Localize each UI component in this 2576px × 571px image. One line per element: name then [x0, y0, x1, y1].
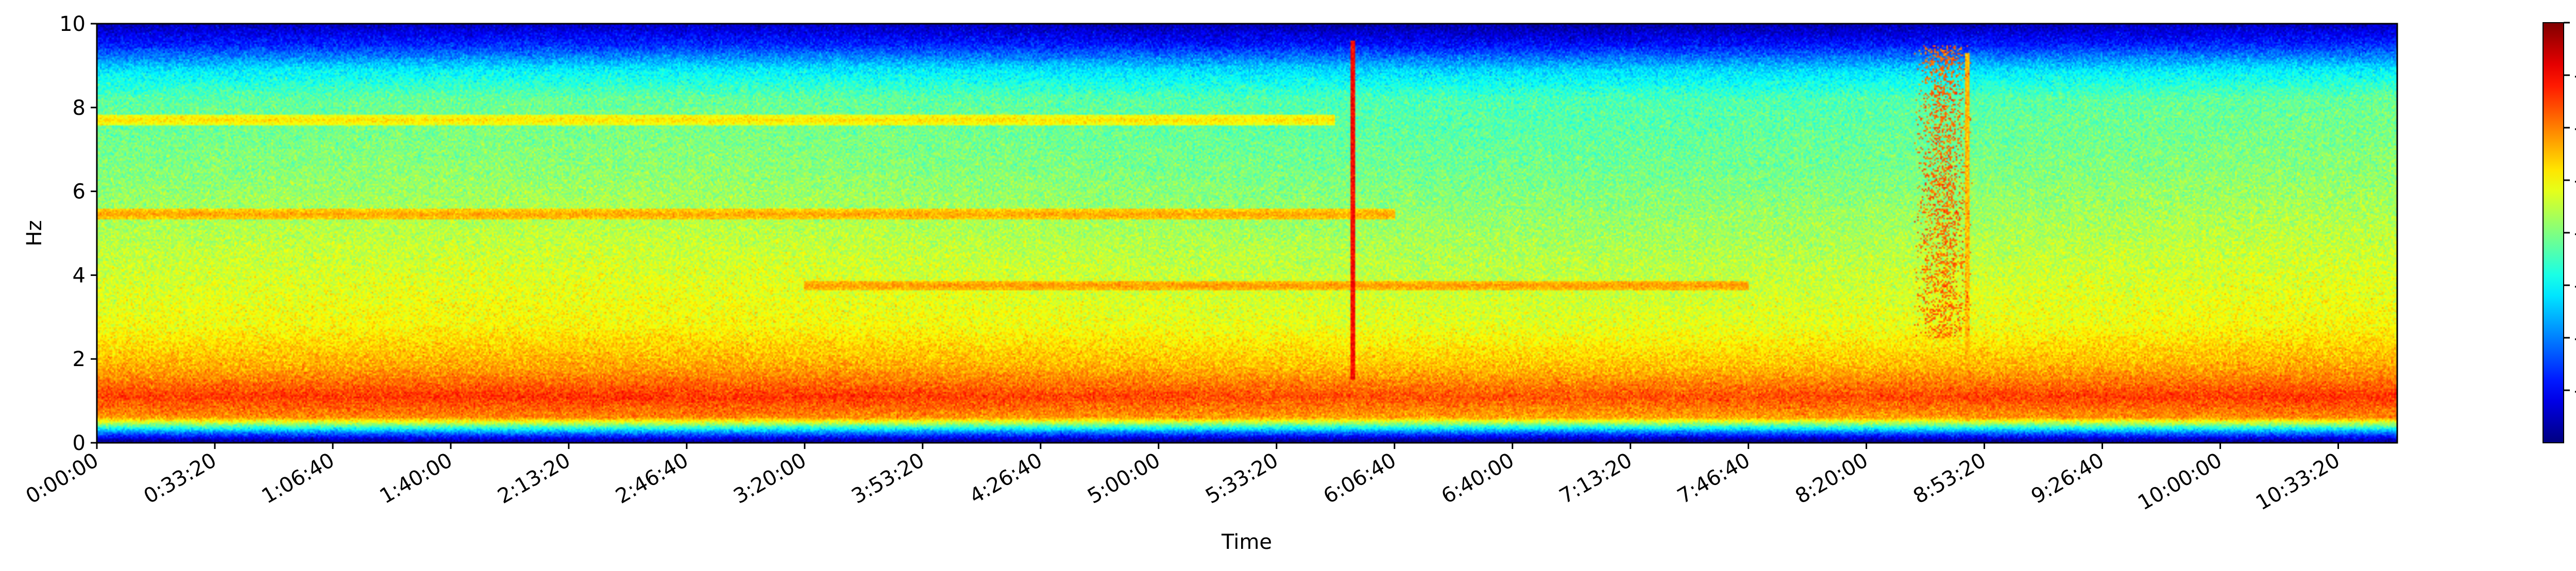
colorbar-ticks: +0 dB -10 dB -20 dB -30 dB -40 dB -50 dB -60 d…	[2564, 11, 2576, 403]
x-tick-label: 6:40:00	[1437, 448, 1518, 509]
colorbar-tick-label: -30 dB	[2574, 169, 2576, 193]
colorbar: +0 dB -10 dB -20 dB -30 dB -40 dB -50 dB -60 d…	[2543, 11, 2576, 443]
y-axis: 0 2 4 6 8 10	[59, 12, 97, 455]
spectrogram-heatmap	[97, 24, 2397, 443]
y-tick-label: 2	[73, 348, 86, 371]
plot-frame	[96, 23, 2398, 444]
x-tick-label: 2:13:20	[494, 448, 574, 509]
x-tick-label: 10:33:20	[2252, 448, 2344, 515]
y-tick-label: 10	[59, 12, 86, 36]
x-tick-label: 6:06:40	[1319, 448, 1400, 509]
colorbar-tick-label: -10 dB	[2574, 64, 2576, 88]
x-tick-label: 7:13:20	[1555, 448, 1636, 509]
x-tick-label: 3:53:20	[848, 448, 928, 509]
x-tick-label: 5:00:00	[1083, 448, 1164, 509]
x-tick-label: 1:40:00	[376, 448, 456, 509]
x-tick-label: 4:26:40	[965, 448, 1046, 509]
x-tick-label: 0:00:00	[22, 448, 103, 509]
x-tick-label: 10:00:00	[2134, 448, 2226, 515]
x-tick-label: 1:06:40	[258, 448, 338, 509]
y-tick-label: 8	[73, 96, 86, 120]
x-tick-label: 9:26:40	[2027, 448, 2108, 509]
x-tick-label: 0:33:20	[140, 448, 221, 509]
colorbar-tick-label: -60 dB	[2574, 326, 2576, 350]
y-axis-label: Hz	[23, 220, 46, 246]
x-tick-label: 8:20:00	[1791, 448, 1872, 509]
y-tick-label: 6	[73, 180, 86, 204]
colorbar-tick-label: -20 dB	[2574, 116, 2576, 140]
x-tick-label: 3:20:00	[730, 448, 810, 509]
x-tick-label: 2:46:40	[612, 448, 692, 509]
x-tick-label: 8:53:20	[1909, 448, 1990, 509]
x-tick-label: 7:46:40	[1673, 448, 1754, 509]
colorbar-gradient	[2543, 22, 2564, 443]
x-tick-label: 5:33:20	[1201, 448, 1282, 509]
x-axis: 0:00:00 0:33:20 1:06:40 1:40:00 2:13:20 2:46:…	[22, 443, 2344, 515]
plot-area	[96, 23, 2398, 444]
colorbar-tick-label: +0 dB	[2574, 11, 2576, 35]
x-axis-label: Time	[1221, 530, 1272, 554]
colorbar-tick-label: -50 dB	[2574, 274, 2576, 298]
y-tick-label: 0	[73, 431, 86, 455]
y-tick-label: 4	[73, 264, 86, 287]
colorbar-tick-label: -40 dB	[2574, 221, 2576, 245]
colorbar-tick-label: -70 dB	[2574, 379, 2576, 403]
